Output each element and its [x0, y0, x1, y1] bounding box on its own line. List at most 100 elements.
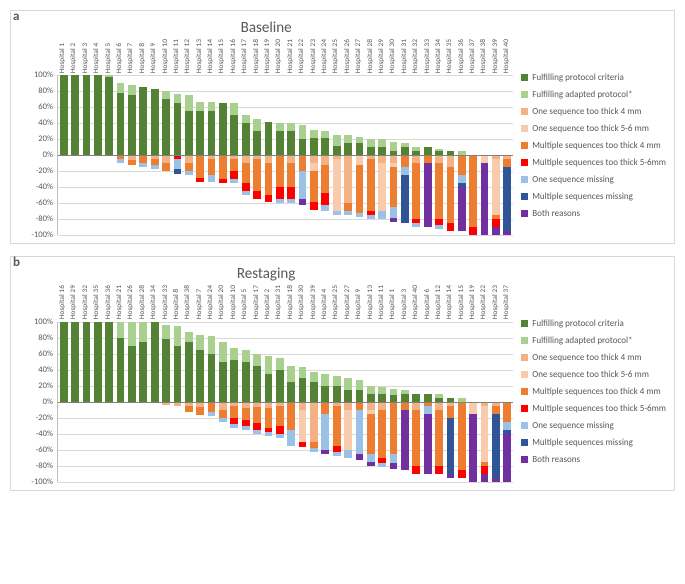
x-label: Hospital 3: [80, 39, 91, 73]
bar-seg-oneMiss: [185, 171, 193, 175]
bar-seg-oneMiss: [287, 199, 295, 203]
bar-seg-multi4: [219, 410, 227, 418]
bar-seg-fulfilling: [162, 339, 170, 401]
x-label: Hospital 38: [182, 285, 193, 319]
x-label: Hospital 28: [137, 285, 148, 319]
bar-seg-fulfilling: [253, 366, 261, 402]
bar-seg-fulfilling: [265, 374, 273, 402]
legend-item: Fulfilling adapted protocol*: [521, 89, 666, 100]
bar-seg-both: [447, 474, 455, 478]
legend-swatch: [521, 108, 528, 115]
y-axis: 100%80%60%40%20%0%-20%-40%-60%-80%-100%: [19, 322, 57, 482]
bar-seg-multi4: [162, 163, 170, 171]
x-label: Hospital 34: [148, 285, 159, 319]
bar-seg-both: [390, 463, 398, 469]
bar-seg-fulfilling: [356, 143, 364, 155]
bar-seg-adapted: [310, 130, 318, 138]
bar-seg-multi4: [367, 414, 375, 454]
bar-seg-fulfilling: [356, 390, 364, 402]
bar-seg-fulfilling: [378, 394, 386, 402]
panel-a: aBaselineHospital 1Hospital 2Hospital 3H…: [10, 10, 675, 244]
bar-seg-fulfilling: [162, 99, 170, 155]
x-label: Hospital 35: [444, 39, 455, 73]
legend-label: Fulfilling adapted protocol*: [532, 89, 632, 100]
bar-seg-adapted: [105, 75, 113, 77]
bar-seg-fulfilling: [299, 378, 307, 402]
bar-seg-multi4: [185, 406, 193, 412]
bar-seg-oneMiss: [299, 171, 307, 199]
bar-seg-multiMiss: [503, 167, 511, 231]
bar-seg-one4: [367, 402, 375, 410]
bar-seg-both: [469, 414, 477, 482]
x-label: Hospital 1: [57, 39, 68, 73]
bar-seg-both: [481, 163, 489, 235]
bar-seg-fulfilling: [265, 122, 273, 156]
legend-item: Multiple sequences missing: [521, 191, 666, 202]
bar-seg-multi4: [287, 163, 295, 187]
legend-item: One sequence too thick 5-6 mm: [521, 123, 666, 134]
bar-seg-multi56: [412, 466, 420, 474]
bar-seg-fulfilling: [185, 111, 193, 155]
bar-seg-fulfilling: [424, 394, 432, 402]
x-label: Hospital 7: [194, 285, 205, 319]
bar-seg-multi4: [253, 159, 261, 191]
x-label: Hospital 11: [171, 39, 182, 73]
bar-seg-multi56: [242, 183, 250, 191]
legend-swatch: [521, 456, 528, 463]
x-label: Hospital 23: [490, 285, 501, 319]
x-label: Hospital 24: [319, 39, 330, 73]
bar-seg-oneMiss: [242, 191, 250, 195]
bar-seg-fulfilling: [128, 346, 136, 402]
bar-seg-multi4: [356, 402, 364, 410]
bar-seg-oneMiss: [390, 454, 398, 464]
bar-seg-multi4: [412, 163, 420, 219]
legend-label: One sequence too thick 4 mm: [532, 106, 641, 117]
bar-seg-oneMiss: [208, 175, 216, 181]
x-label: Hospital 10: [160, 39, 171, 73]
legend-label: Fulfilling protocol criteria: [532, 72, 624, 83]
bar-seg-adapted: [299, 367, 307, 377]
panel-b: bRestagingHospital 16Hospital 29Hospital…: [10, 256, 675, 490]
bar-seg-multi56: [481, 466, 489, 474]
plot-area: [57, 322, 513, 482]
bar-seg-fulfilling: [60, 322, 68, 402]
bar-seg-fulfilling: [196, 111, 204, 155]
bar-seg-oneMiss: [333, 452, 341, 456]
x-label: Hospital 30: [296, 285, 307, 319]
bar-seg-adapted: [185, 95, 193, 111]
x-label: Hospital 39: [308, 285, 319, 319]
bar-seg-fulfilling: [333, 146, 341, 156]
bar-seg-multi4: [196, 407, 204, 415]
bar-seg-multi4: [139, 155, 147, 163]
bar-seg-multi4: [128, 160, 136, 165]
bar-seg-adapted: [242, 115, 250, 123]
bar-seg-adapted: [321, 374, 329, 386]
bar-seg-multi4: [299, 155, 307, 171]
x-label: Hospital 17: [239, 39, 250, 73]
bar-seg-adapted: [242, 350, 250, 362]
bar-seg-adapted: [162, 91, 170, 99]
x-label: Hospital 23: [308, 39, 319, 73]
legend-swatch: [521, 405, 528, 412]
x-label: Hospital 21: [114, 285, 125, 319]
bar-seg-one4: [310, 402, 318, 442]
bar-seg-multi4: [276, 406, 284, 426]
x-label: Hospital 32: [410, 39, 421, 73]
bar-seg-fulfilling: [276, 370, 284, 402]
bar-seg-fulfilling: [117, 338, 125, 402]
bar-seg-multiMiss: [401, 175, 409, 223]
bar-seg-multi56: [265, 195, 273, 201]
bar-seg-both: [503, 434, 511, 482]
legend-swatch: [521, 193, 528, 200]
x-label: Hospital 6: [114, 39, 125, 73]
bar-seg-adapted: [253, 354, 261, 366]
bar-seg-adapted: [128, 322, 136, 346]
bar-seg-oneMiss: [344, 450, 352, 458]
y-axis: 100%80%60%40%20%0%-20%-40%-60%-80%-100%: [19, 75, 57, 235]
x-label: Hospital 21: [285, 39, 296, 73]
x-label: Hospital 4: [319, 285, 330, 319]
bar-seg-multi4: [458, 402, 466, 470]
x-label: Hospital 20: [216, 285, 227, 319]
panel-letter: a: [13, 9, 19, 24]
bar-seg-multi56: [276, 426, 284, 434]
